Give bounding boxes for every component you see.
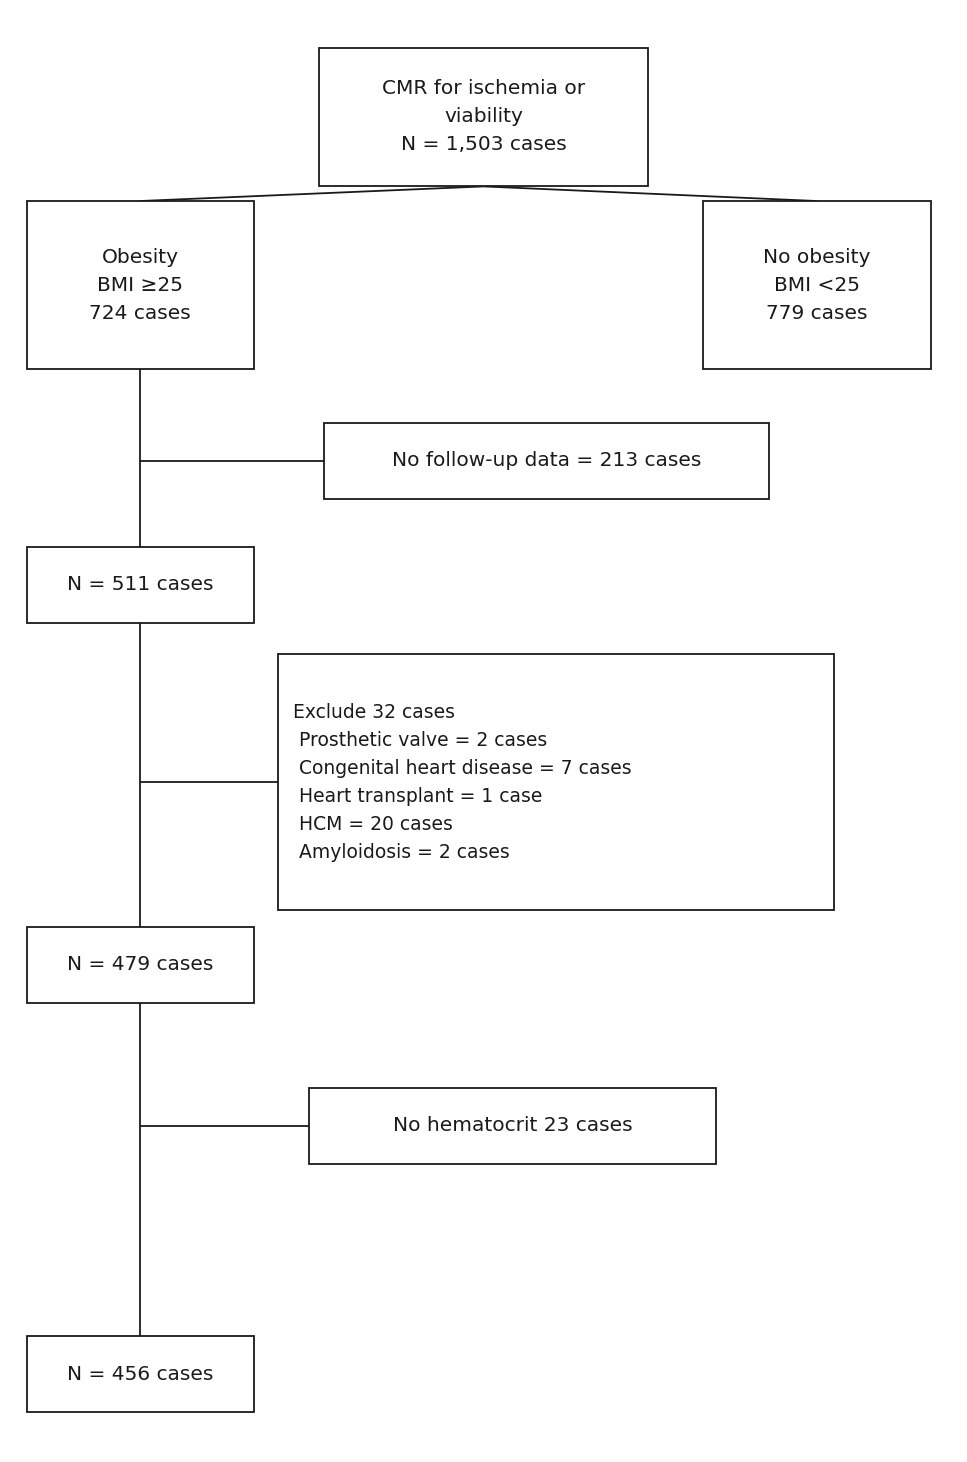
Text: N = 511 cases: N = 511 cases bbox=[67, 576, 214, 594]
FancyBboxPatch shape bbox=[27, 927, 253, 1003]
Text: CMR for ischemia or
viability
N = 1,503 cases: CMR for ischemia or viability N = 1,503 … bbox=[382, 79, 585, 155]
FancyBboxPatch shape bbox=[278, 655, 834, 909]
FancyBboxPatch shape bbox=[27, 200, 253, 368]
FancyBboxPatch shape bbox=[27, 1336, 253, 1412]
FancyBboxPatch shape bbox=[319, 47, 648, 186]
Text: N = 456 cases: N = 456 cases bbox=[67, 1366, 214, 1383]
FancyBboxPatch shape bbox=[309, 1088, 716, 1164]
FancyBboxPatch shape bbox=[324, 423, 769, 499]
Text: Obesity
BMI ≥25
724 cases: Obesity BMI ≥25 724 cases bbox=[89, 247, 191, 323]
Text: No obesity
BMI <25
779 cases: No obesity BMI <25 779 cases bbox=[763, 247, 871, 323]
Text: N = 479 cases: N = 479 cases bbox=[67, 956, 214, 974]
Text: No hematocrit 23 cases: No hematocrit 23 cases bbox=[393, 1117, 632, 1135]
FancyBboxPatch shape bbox=[704, 200, 930, 368]
Text: No follow-up data = 213 cases: No follow-up data = 213 cases bbox=[392, 452, 701, 469]
Text: Exclude 32 cases
 Prosthetic valve = 2 cases
 Congenital heart disease = 7 cases: Exclude 32 cases Prosthetic valve = 2 ca… bbox=[292, 703, 631, 861]
FancyBboxPatch shape bbox=[27, 547, 253, 623]
